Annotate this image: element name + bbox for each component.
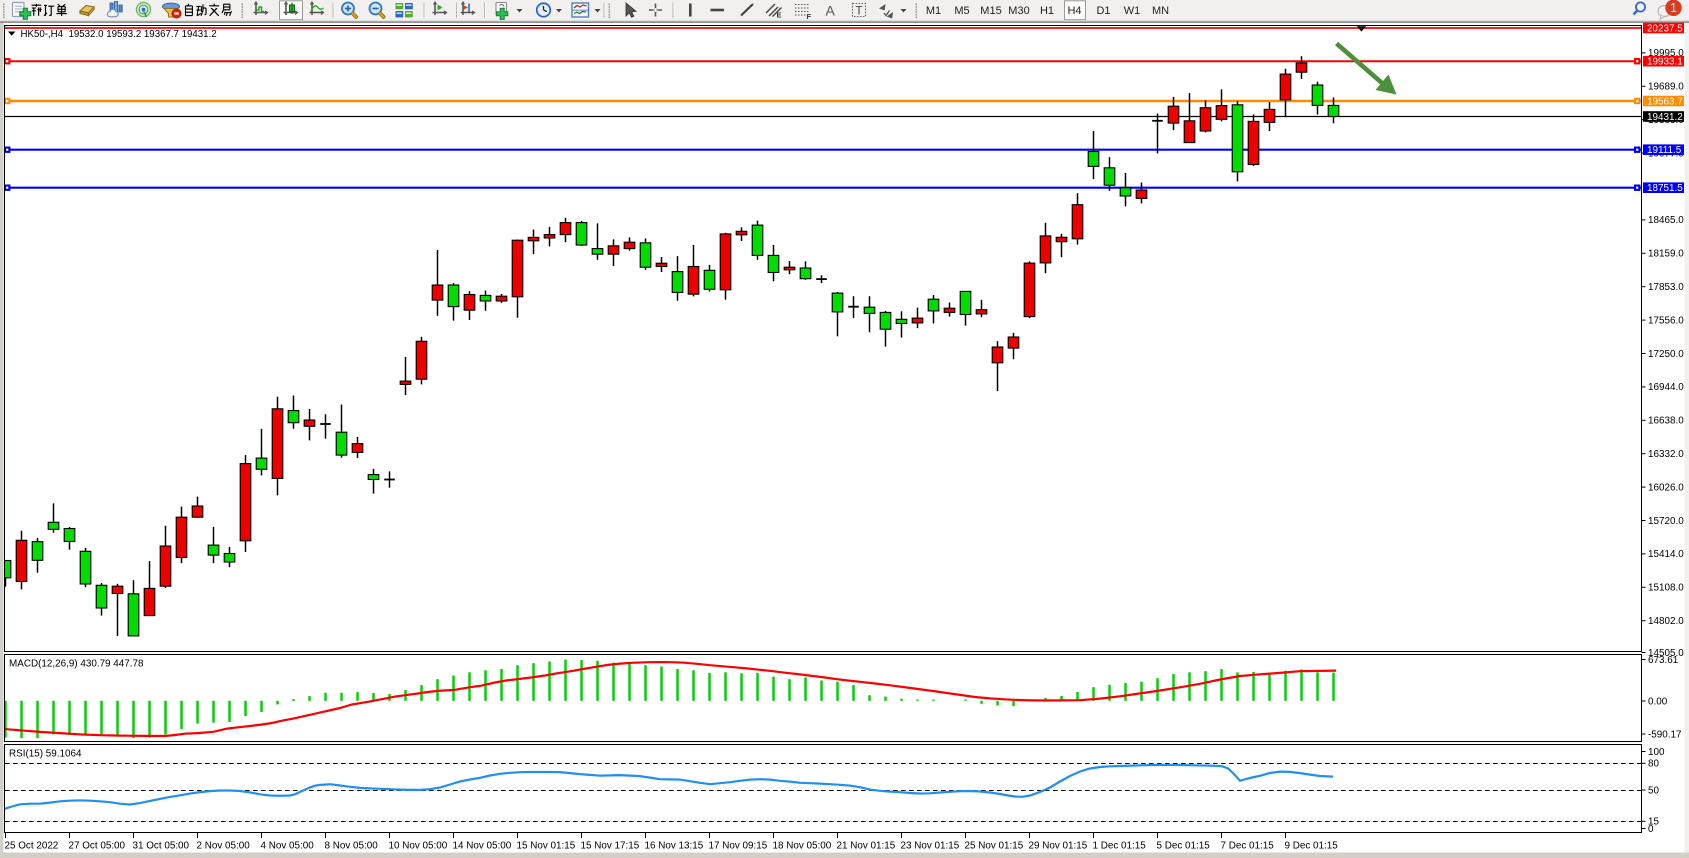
svg-text:18465.0: 18465.0 [1648, 215, 1684, 226]
svg-text:27 Oct 05:00: 27 Oct 05:00 [69, 840, 126, 851]
svg-text:80: 80 [1648, 759, 1659, 770]
svg-text:15 Nov 01:15: 15 Nov 01:15 [517, 840, 576, 851]
svg-text:7 Dec 01:15: 7 Dec 01:15 [1221, 840, 1275, 851]
svg-text:16638.0: 16638.0 [1648, 416, 1684, 427]
svg-text:20237.5: 20237.5 [1647, 23, 1683, 34]
svg-text:29 Nov 01:15: 29 Nov 01:15 [1029, 840, 1088, 851]
svg-text:0.00: 0.00 [1648, 696, 1668, 707]
svg-text:2 Nov 05:00: 2 Nov 05:00 [197, 840, 251, 851]
svg-text:100: 100 [1648, 747, 1665, 758]
svg-text:1 Dec 01:15: 1 Dec 01:15 [1093, 840, 1147, 851]
svg-text:4 Nov 05:00: 4 Nov 05:00 [261, 840, 315, 851]
svg-text:A: A [826, 3, 836, 19]
svg-text:15 Nov 17:15: 15 Nov 17:15 [581, 840, 640, 851]
svg-text:16944.0: 16944.0 [1648, 382, 1684, 393]
svg-text:8 Nov 05:00: 8 Nov 05:00 [325, 840, 379, 851]
svg-text:14 Nov 05:00: 14 Nov 05:00 [453, 840, 512, 851]
svg-text:673.61: 673.61 [1648, 655, 1679, 666]
svg-text:16 Nov 13:15: 16 Nov 13:15 [645, 840, 704, 851]
svg-text:H1: H1 [1040, 5, 1054, 17]
svg-text:9 Dec 01:15: 9 Dec 01:15 [1285, 840, 1339, 851]
svg-text:M5: M5 [954, 5, 969, 17]
svg-text:18 Nov 05:00: 18 Nov 05:00 [773, 840, 832, 851]
svg-text:19563.7: 19563.7 [1647, 96, 1683, 107]
svg-text:31 Oct 05:00: 31 Oct 05:00 [133, 840, 190, 851]
svg-text:14802.0: 14802.0 [1648, 616, 1684, 627]
svg-text:14505.0: 14505.0 [1648, 648, 1684, 659]
svg-text:W1: W1 [1124, 5, 1141, 17]
svg-text:18159.0: 18159.0 [1648, 249, 1684, 260]
svg-text:17 Nov 09:15: 17 Nov 09:15 [709, 840, 768, 851]
svg-text:15: 15 [1648, 817, 1659, 828]
svg-text:15720.0: 15720.0 [1648, 516, 1684, 527]
svg-text:M30: M30 [1008, 5, 1029, 17]
svg-text:19933.1: 19933.1 [1647, 57, 1683, 68]
svg-text:16026.0: 16026.0 [1648, 482, 1684, 493]
svg-text:1: 1 [1670, 1, 1677, 15]
svg-text:T: T [856, 6, 863, 18]
svg-text:19431.2: 19431.2 [1647, 112, 1683, 123]
svg-text:RSI(15) 59.1064: RSI(15) 59.1064 [9, 748, 82, 759]
svg-text:16332.0: 16332.0 [1648, 449, 1684, 460]
svg-text:0: 0 [1648, 824, 1654, 835]
svg-text:17853.0: 17853.0 [1648, 282, 1684, 293]
svg-text:MACD(12,26,9) 430.79 447.78: MACD(12,26,9) 430.79 447.78 [9, 658, 144, 669]
svg-text:H4: H4 [1067, 5, 1081, 17]
svg-text:19532.0 19593.2 19367.7 19431.: 19532.0 19593.2 19367.7 19431.2 [69, 29, 217, 40]
svg-text:19689.0: 19689.0 [1648, 82, 1684, 93]
svg-text:19111.5: 19111.5 [1647, 145, 1682, 156]
svg-text:25 Oct 2022: 25 Oct 2022 [5, 840, 59, 851]
svg-text:M15: M15 [980, 5, 1001, 17]
svg-text:15414.0: 15414.0 [1648, 549, 1684, 560]
svg-text:F: F [807, 12, 812, 21]
svg-text:-590.17: -590.17 [1648, 729, 1682, 740]
svg-text:25 Nov 01:15: 25 Nov 01:15 [965, 840, 1024, 851]
svg-text:15108.0: 15108.0 [1648, 583, 1684, 594]
svg-text:D1: D1 [1096, 5, 1110, 17]
svg-text:19995.0: 19995.0 [1648, 48, 1684, 59]
svg-text:21 Nov 01:15: 21 Nov 01:15 [837, 840, 896, 851]
svg-text:5 Dec 01:15: 5 Dec 01:15 [1157, 840, 1211, 851]
svg-text:18751.5: 18751.5 [1647, 183, 1683, 194]
svg-text:M1: M1 [926, 5, 941, 17]
svg-text:50: 50 [1648, 785, 1659, 796]
svg-text:E: E [777, 11, 782, 20]
svg-text:10 Nov 05:00: 10 Nov 05:00 [389, 840, 448, 851]
svg-text:17250.0: 17250.0 [1648, 349, 1684, 360]
svg-text:23 Nov 01:15: 23 Nov 01:15 [901, 840, 960, 851]
svg-text:MN: MN [1152, 5, 1169, 17]
svg-text:HK50-,H4: HK50-,H4 [21, 29, 64, 40]
svg-text:17556.0: 17556.0 [1648, 315, 1684, 326]
